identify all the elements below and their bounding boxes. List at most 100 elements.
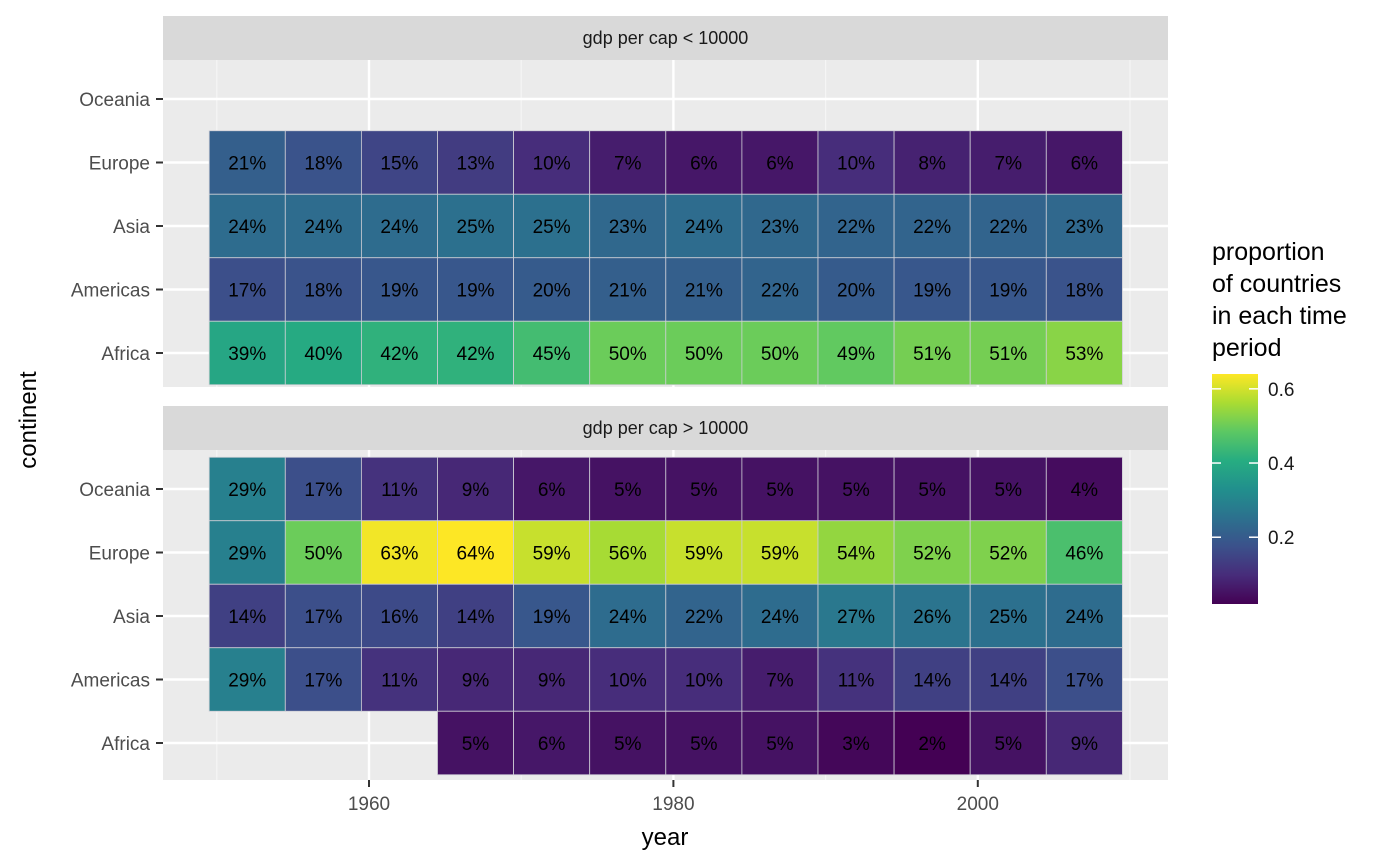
heatmap-cell (589, 130, 667, 195)
cell-label: 15% (380, 154, 418, 175)
heatmap-cell (665, 130, 743, 195)
cell-label: 10% (837, 154, 875, 175)
heatmap-cell (741, 257, 819, 322)
cell-label: 23% (609, 217, 647, 238)
cell-label: 29% (228, 544, 266, 565)
cell-label: 24% (304, 217, 342, 238)
heatmap-cell (817, 710, 895, 776)
heatmap-cell (893, 710, 971, 776)
heatmap-cell (360, 647, 438, 712)
cell-label: 9% (538, 671, 566, 692)
cell-label: 23% (1065, 217, 1103, 238)
cell-label: 18% (1065, 281, 1103, 302)
heatmap-cell (437, 130, 514, 195)
cell-label: 3% (842, 734, 870, 755)
heatmap-cell (437, 710, 514, 776)
heatmap-cell (208, 647, 286, 712)
cell-label: 29% (228, 480, 266, 501)
cell-label: 9% (1071, 734, 1099, 755)
cell-label: 2% (918, 734, 946, 755)
y-tick-label: Africa (101, 734, 150, 755)
legend-title-line: period (1212, 334, 1282, 362)
y-tick-label: Asia (113, 217, 150, 238)
heatmap-cell (513, 320, 591, 386)
cell-label: 20% (837, 281, 875, 302)
x-tick-label: 2000 (957, 794, 999, 815)
heatmap-cell (589, 456, 667, 522)
heatmap-cell (893, 320, 971, 386)
heatmap-cell (969, 647, 1047, 712)
heatmap-cell (893, 647, 971, 712)
cell-label: 6% (538, 734, 566, 755)
heatmap-cell (437, 583, 514, 649)
cell-label: 20% (533, 281, 571, 302)
heatmap-cell (665, 193, 743, 259)
facet-strip-title: gdp per cap > 10000 (583, 418, 749, 438)
facet-panel: gdp per cap < 10000 21% 18% 15% 13% 10% 7% 6% 6%… (71, 16, 1168, 387)
heatmap-cell (589, 583, 667, 649)
cell-label: 25% (457, 217, 495, 238)
cell-label: 6% (538, 480, 566, 501)
cell-label: 21% (228, 154, 266, 175)
heatmap-cell (208, 130, 286, 195)
heatmap-cell (969, 710, 1047, 776)
facet-strip-title: gdp per cap < 10000 (583, 28, 749, 48)
cell-label: 24% (228, 217, 266, 238)
cell-label: 42% (380, 344, 418, 365)
cell-label: 59% (685, 544, 723, 565)
heatmap-cell (1045, 520, 1123, 585)
heatmap-cell (741, 520, 819, 585)
legend: proportion of countries in each time period… (1212, 238, 1347, 604)
cell-label: 7% (766, 671, 794, 692)
cell-label: 5% (614, 480, 642, 501)
heatmap-cell (360, 320, 438, 386)
cell-label: 59% (533, 544, 571, 565)
cell-label: 50% (304, 544, 342, 565)
cell-label: 22% (913, 217, 951, 238)
heatmap-cell (284, 193, 362, 259)
heatmap-cell (1045, 456, 1123, 522)
heatmap-cell (741, 710, 819, 776)
y-tick-label: Oceania (79, 90, 150, 111)
cell-label: 25% (989, 607, 1027, 628)
cell-label: 19% (380, 281, 418, 302)
heatmap-cell (1045, 130, 1123, 195)
legend-tick-label: 0.4 (1268, 454, 1295, 475)
cell-label: 46% (1065, 544, 1103, 565)
cell-label: 21% (609, 281, 647, 302)
facet-strip (163, 406, 1168, 450)
heatmap-cells: 21% 18% 15% 13% 10% 7% 6% 6% 10% 8% 7% 6% 24% 24% 24% 2… (208, 130, 1123, 386)
cell-label: 5% (995, 734, 1023, 755)
cell-label: 51% (989, 344, 1027, 365)
cell-label: 5% (462, 734, 490, 755)
cell-label: 17% (1065, 671, 1103, 692)
cell-label: 27% (837, 607, 875, 628)
cell-label: 22% (989, 217, 1027, 238)
cell-label: 64% (457, 544, 495, 565)
cell-label: 19% (913, 281, 951, 302)
heatmap-cell (360, 130, 438, 195)
heatmap-cell (513, 193, 591, 259)
heatmap-cell (208, 520, 286, 585)
heatmap-cell (437, 647, 514, 712)
legend-tick-label: 0.6 (1268, 380, 1294, 401)
heatmap-cell (284, 130, 362, 195)
y-tick-label: Asia (113, 607, 150, 628)
y-axis: Oceania Europe Asia Americas Africa (71, 90, 163, 365)
cell-label: 40% (304, 344, 342, 365)
heatmap-cell (284, 257, 362, 322)
cell-label: 8% (918, 154, 946, 175)
heatmap-cell (208, 257, 286, 322)
y-tick-label: Africa (101, 344, 150, 365)
cell-label: 17% (304, 671, 342, 692)
cell-label: 5% (842, 480, 870, 501)
heatmap-cell (437, 193, 514, 259)
heatmap-cell (437, 456, 514, 522)
cell-label: 50% (609, 344, 647, 365)
heatmap-cell (208, 583, 286, 649)
heatmap-cell (589, 193, 667, 259)
cell-label: 14% (913, 671, 951, 692)
y-tick-label: Americas (71, 281, 150, 302)
cell-label: 7% (614, 154, 642, 175)
cell-label: 19% (457, 281, 495, 302)
